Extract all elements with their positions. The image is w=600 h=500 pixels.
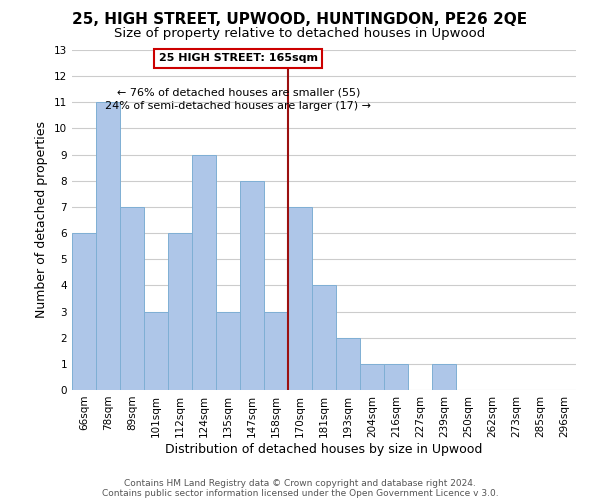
Bar (336, 338, 360, 390)
Bar (240, 181, 264, 390)
Bar (216, 312, 240, 390)
Bar (192, 154, 216, 390)
Bar (288, 207, 312, 390)
Bar (168, 233, 192, 390)
Bar (72, 233, 96, 390)
Text: 25 HIGH STREET: 165sqm: 25 HIGH STREET: 165sqm (159, 54, 318, 64)
Bar (312, 286, 336, 390)
Y-axis label: Number of detached properties: Number of detached properties (35, 122, 49, 318)
Bar (96, 102, 120, 390)
Text: 25, HIGH STREET, UPWOOD, HUNTINGDON, PE26 2QE: 25, HIGH STREET, UPWOOD, HUNTINGDON, PE2… (73, 12, 527, 28)
X-axis label: Distribution of detached houses by size in Upwood: Distribution of detached houses by size … (166, 442, 482, 456)
Bar (120, 207, 144, 390)
Bar (264, 312, 288, 390)
Bar (360, 364, 384, 390)
Text: 25 HIGH STREET: 165sqm
← 76% of detached houses are smaller (55)
24% of semi-det: 25 HIGH STREET: 165sqm ← 76% of detached… (106, 54, 371, 92)
Text: ← 76% of detached houses are smaller (55)
24% of semi-detached houses are larger: ← 76% of detached houses are smaller (55… (106, 88, 371, 110)
Text: Contains HM Land Registry data © Crown copyright and database right 2024.: Contains HM Land Registry data © Crown c… (124, 478, 476, 488)
Text: Size of property relative to detached houses in Upwood: Size of property relative to detached ho… (115, 28, 485, 40)
Bar (144, 312, 168, 390)
Bar (432, 364, 456, 390)
Text: Contains public sector information licensed under the Open Government Licence v : Contains public sector information licen… (101, 488, 499, 498)
Bar (384, 364, 408, 390)
